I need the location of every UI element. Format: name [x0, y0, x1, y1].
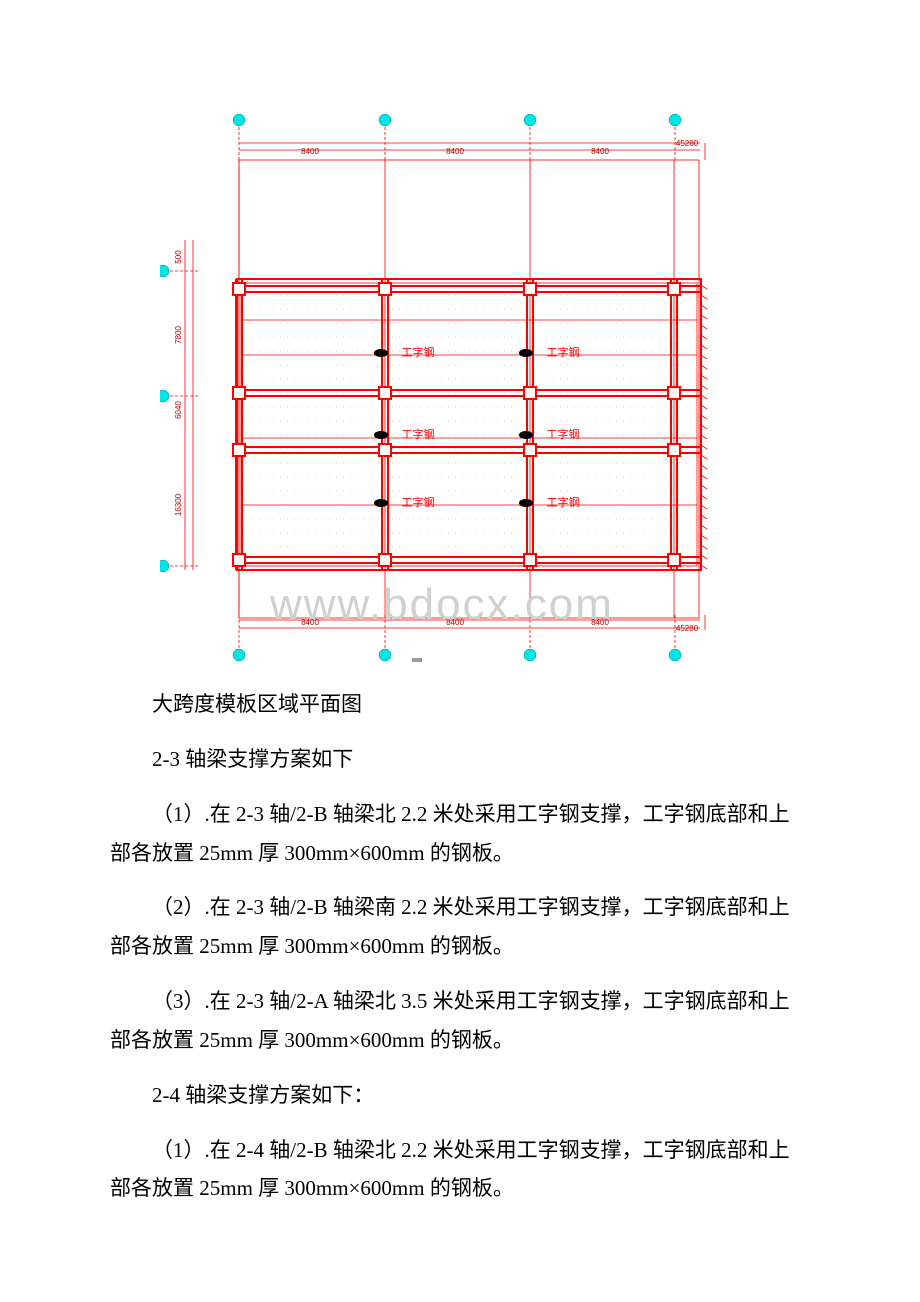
section-heading-2-3: 2-3 轴梁支撑方案如下 [110, 740, 810, 779]
svg-text:工字钢: 工字钢 [402, 495, 435, 509]
svg-text:7800: 7800 [174, 326, 183, 344]
diagram-caption: 大跨度模板区域平面图 [110, 685, 810, 724]
svg-text:工字钢: 工字钢 [547, 345, 580, 359]
svg-text:工字钢: 工字钢 [402, 427, 435, 441]
svg-text:8400: 8400 [446, 618, 464, 627]
svg-text:8400: 8400 [591, 618, 609, 627]
svg-text:工字钢: 工字钢 [547, 427, 580, 441]
svg-text:45280: 45280 [676, 139, 699, 148]
item-2-3-3: （3）.在 2-3 轴/2-A 轴梁北 3.5 米处采用工字钢支撑，工字钢底部和… [110, 982, 810, 1060]
svg-text:16300: 16300 [174, 493, 183, 516]
svg-text:6040: 6040 [174, 401, 183, 419]
item-2-4-1: （1）.在 2-4 轴/2-B 轴梁北 2.2 米处采用工字钢支撑，工字钢底部和… [110, 1131, 810, 1209]
document-text: 大跨度模板区域平面图 2-3 轴梁支撑方案如下 （1）.在 2-3 轴/2-B … [0, 685, 920, 1208]
item-2-3-1: （1）.在 2-3 轴/2-B 轴梁北 2.2 米处采用工字钢支撑，工字钢底部和… [110, 795, 810, 873]
svg-text:500: 500 [174, 250, 183, 264]
svg-text:工字钢: 工字钢 [547, 495, 580, 509]
structural-plan-diagram: 工字钢工字钢工字钢工字钢工字钢工字钢8400840084004528084008… [160, 110, 720, 665]
svg-text:工字钢: 工字钢 [402, 345, 435, 359]
section-heading-2-4: 2-4 轴梁支撑方案如下： [110, 1076, 810, 1115]
svg-text:45280: 45280 [676, 624, 699, 633]
svg-text:8400: 8400 [591, 147, 609, 156]
diagram-svg: 工字钢工字钢工字钢工字钢工字钢工字钢8400840084004528084008… [160, 110, 720, 665]
svg-text:8400: 8400 [446, 147, 464, 156]
svg-text:8400: 8400 [301, 618, 319, 627]
svg-text:8400: 8400 [301, 147, 319, 156]
item-2-3-2: （2）.在 2-3 轴/2-B 轴梁南 2.2 米处采用工字钢支撑，工字钢底部和… [110, 888, 810, 966]
